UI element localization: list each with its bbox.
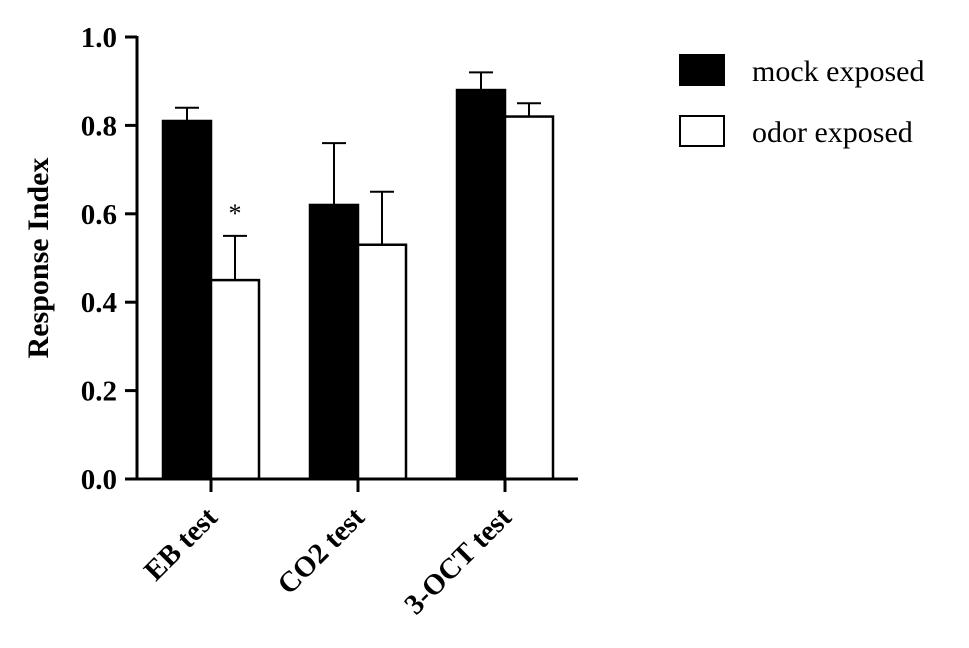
y-tick-label: 1.0 [81,22,117,54]
bars [161,71,555,481]
significance-asterisk: * [229,199,242,228]
legend-swatch-mock [679,54,725,86]
bar-mock-1 [308,203,360,481]
legend: mock exposed odor exposed [679,54,924,149]
legend-label: mock exposed [752,55,924,88]
legend-label: odor exposed [752,116,913,149]
legend-swatch-odor [679,115,725,147]
y-tick-label: 0.4 [81,287,117,319]
y-tick-label: 0.6 [81,199,117,231]
x-tick-label: 3-OCT test [398,501,518,621]
y-tick-label: 0.2 [81,376,117,408]
annotations: * [229,199,242,228]
y-axis-label: Response Index [22,158,55,359]
bar-odor-1 [356,243,408,481]
x-tick-label: EB test [138,501,224,587]
bar-mock-0 [161,119,213,481]
bar-odor-0 [209,278,261,481]
bar-odor-2 [503,115,555,481]
y-tick-label: 0.8 [81,110,117,142]
x-axis: EB test CO2 test 3-OCT test [136,477,578,621]
y-tick-label: 0.0 [81,464,117,496]
bar-mock-2 [455,88,507,481]
x-tick-label: CO2 test [271,501,371,601]
y-axis: 0.0 0.2 0.4 0.6 0.8 1.0 [81,22,139,496]
